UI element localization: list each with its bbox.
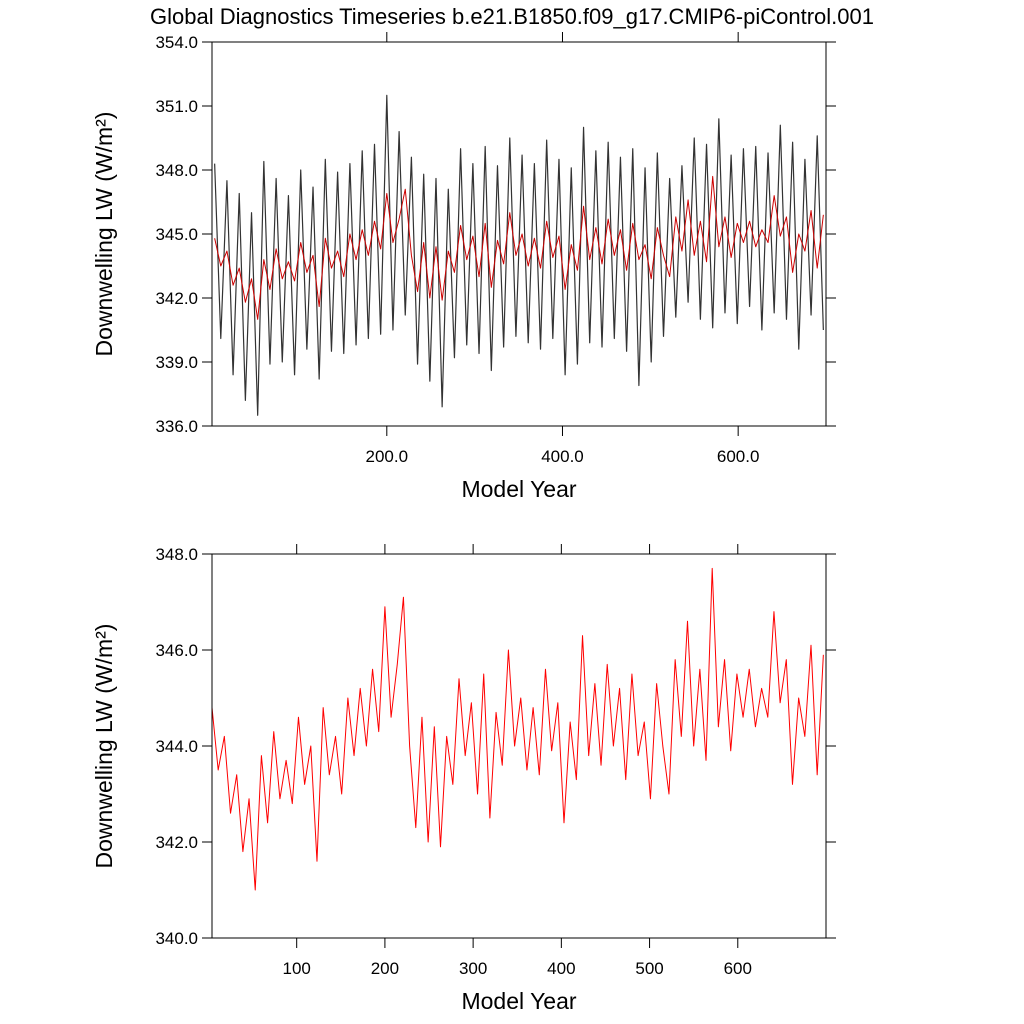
y-tick-label: 348.0 [155,161,198,180]
y-tick-label: 342.0 [155,833,198,852]
x-tick-label: 100 [283,959,311,978]
series-line [211,567,824,891]
x-tick-label: 600.0 [717,447,760,466]
y-tick-label: 344.0 [155,737,198,756]
y-tick-label: 346.0 [155,641,198,660]
x-tick-label: 300 [459,959,487,978]
x-tick-label: 400 [547,959,575,978]
y-tick-label: 351.0 [155,97,198,116]
y-tick-label: 348.0 [155,545,198,564]
series-line [214,175,824,320]
y-tick-label: 340.0 [155,929,198,948]
x-tick-label: 600 [724,959,752,978]
y-axis-label: Downwelling LW (W/m²) [91,112,117,357]
x-tick-label: 500 [635,959,663,978]
x-tick-label: 200 [371,959,399,978]
x-axis-label: Model Year [461,476,576,502]
series-line [214,94,824,416]
y-tick-label: 354.0 [155,33,198,52]
x-tick-label: 400.0 [541,447,584,466]
plot-frame [211,553,827,939]
x-axis-label: Model Year [461,988,576,1014]
y-tick-label: 339.0 [155,353,198,372]
y-tick-label: 345.0 [155,225,198,244]
x-tick-label: 200.0 [366,447,409,466]
chart-title: Global Diagnostics Timeseries b.e21.B185… [150,4,874,29]
y-tick-label: 336.0 [155,417,198,436]
y-tick-label: 342.0 [155,289,198,308]
y-axis-label: Downwelling LW (W/m²) [91,624,117,869]
